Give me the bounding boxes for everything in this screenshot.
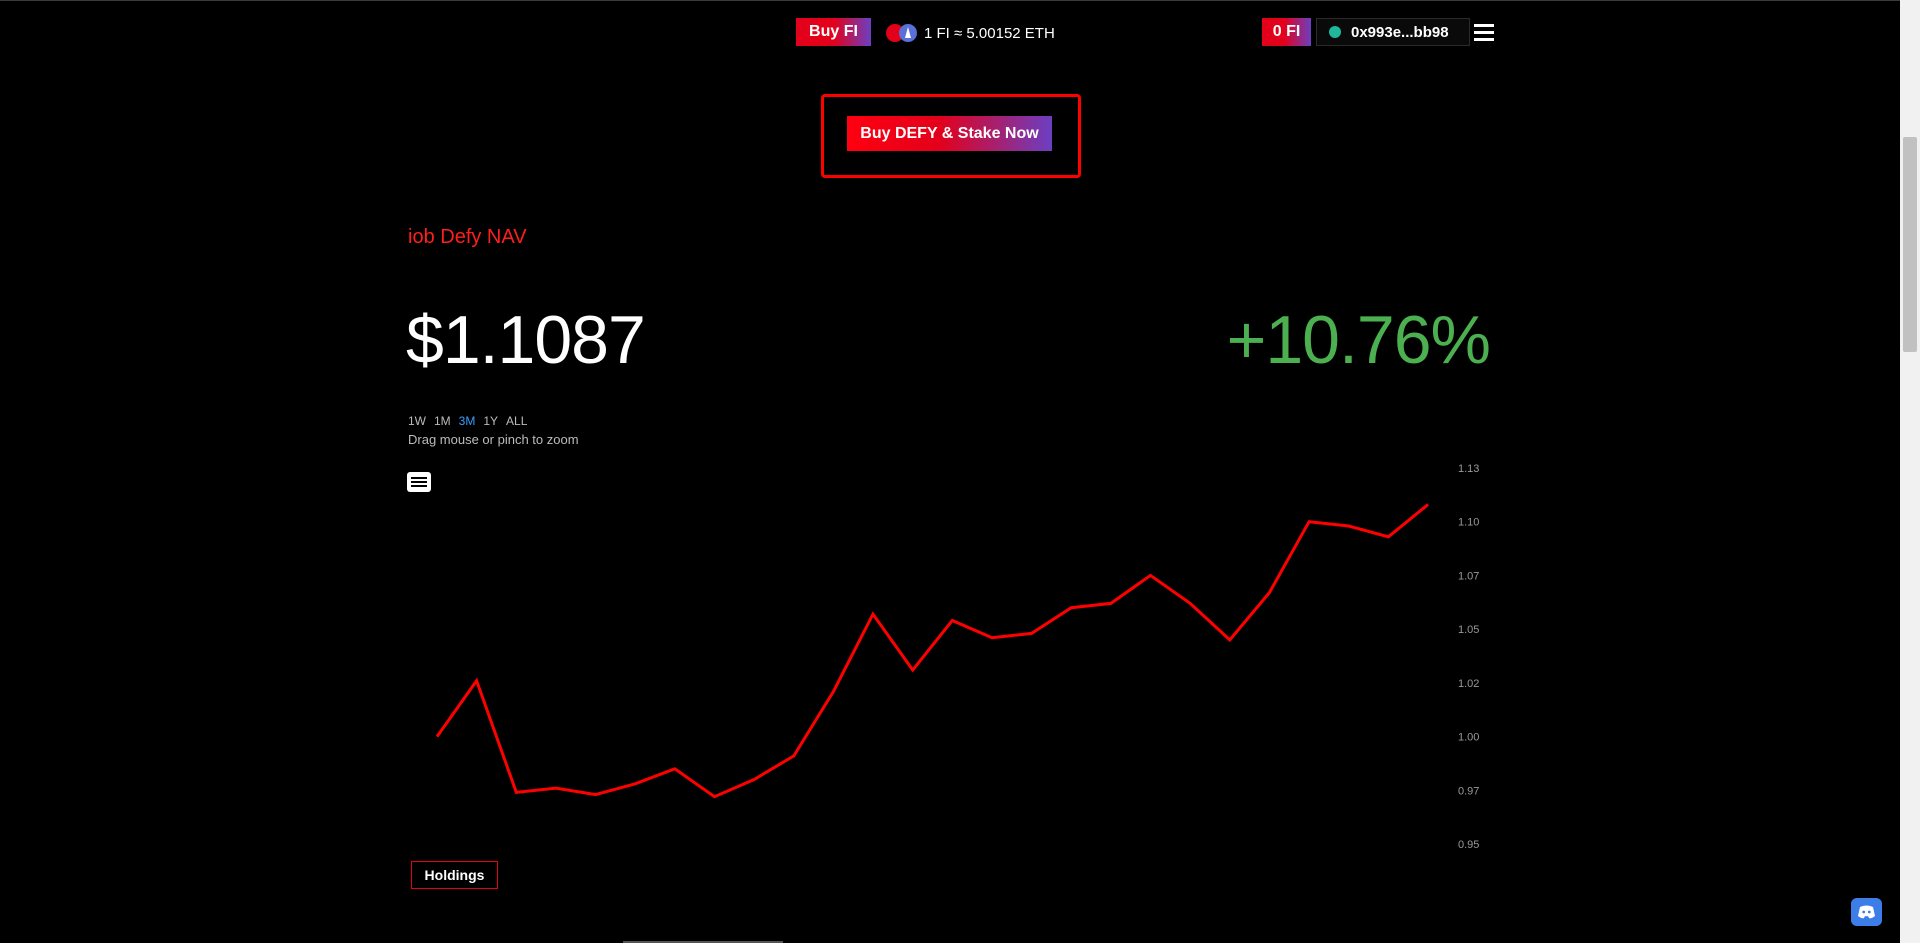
scrollbar-thumb[interactable]: [1903, 137, 1917, 352]
chart-context-menu-icon[interactable]: [407, 472, 431, 492]
holdings-button[interactable]: Holdings: [411, 861, 498, 889]
y-tick-label: 1.07: [1458, 570, 1479, 582]
discord-icon[interactable]: [1851, 898, 1882, 926]
wallet-status-dot-icon: [1329, 26, 1341, 38]
wallet-button[interactable]: 0x993e...bb98: [1316, 18, 1470, 46]
page-scrollbar[interactable]: [1900, 0, 1920, 943]
rate-text: 1 FI ≈ 5.00152 ETH: [924, 24, 1055, 42]
nav-change-percent: +10.76%: [1226, 302, 1491, 378]
y-tick-label: 1.10: [1458, 517, 1479, 529]
y-tick-label: 1.02: [1458, 678, 1479, 690]
wallet-address: 0x993e...bb98: [1351, 23, 1449, 41]
bottom-divider: [623, 941, 783, 943]
range-3m[interactable]: 3M: [458, 414, 476, 428]
iob-logo-icon[interactable]: [406, 18, 440, 52]
y-tick-label: 1.13: [1458, 463, 1479, 475]
y-tick-label: 0.95: [1458, 839, 1479, 851]
buy-defy-stake-button[interactable]: Buy DEFY & Stake Now: [847, 116, 1052, 151]
range-1y[interactable]: 1Y: [483, 414, 499, 428]
nav-price: $1.1087: [406, 302, 646, 378]
nav-series-line: [435, 503, 1429, 799]
range-all[interactable]: ALL: [506, 414, 528, 428]
range-selector: 1W 1M 3M 1Y ALL: [408, 414, 535, 428]
fi-eth-rate: 1 FI ≈ 5.00152 ETH: [886, 22, 1055, 44]
nav-title: iob Defy NAV: [408, 226, 527, 248]
fi-balance-button[interactable]: 0 FI: [1262, 18, 1311, 46]
range-1w[interactable]: 1W: [408, 414, 426, 428]
range-1m[interactable]: 1M: [434, 414, 451, 428]
y-tick-label: 1.00: [1458, 732, 1479, 744]
token-pair-icons: [886, 22, 920, 44]
y-tick-label: 1.05: [1458, 624, 1479, 636]
eth-token-icon: [899, 24, 917, 42]
buy-fi-button[interactable]: Buy FI: [796, 18, 871, 46]
window-top-border: [0, 0, 1900, 1]
y-tick-label: 0.97: [1458, 785, 1479, 797]
cta-highlight-box: [821, 94, 1081, 178]
zoom-hint: Drag mouse or pinch to zoom: [408, 432, 579, 447]
hamburger-menu-icon[interactable]: [1474, 24, 1494, 42]
